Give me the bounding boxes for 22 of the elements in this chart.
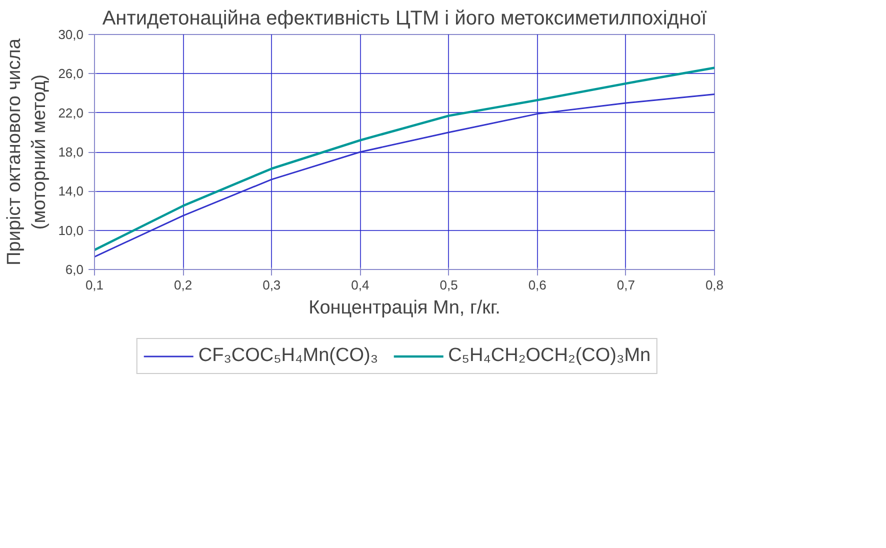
x-tick-label: 0,4 — [351, 278, 370, 292]
y-tick-label: 10,0 — [58, 222, 84, 238]
x-tick-label: 0,8 — [705, 278, 724, 292]
x-tick-label: 0,1 — [85, 278, 104, 292]
y-axis-title: Приріст октанового числа (моторний метод) — [4, 38, 50, 266]
x-axis-title: Концентрація Mn, г/кг. — [308, 298, 500, 318]
y-tick-label: 30,0 — [58, 27, 84, 42]
x-tick-label: 0,6 — [528, 278, 546, 292]
x-tick-label: 0,5 — [440, 278, 458, 292]
chart-title: Антидетонаційна ефективність ЦТМ і його метоксиметилпохідної — [102, 8, 708, 30]
line-series — [94, 93, 714, 258]
x-tick-label: 0,2 — [174, 278, 192, 292]
y-tick-label: 26,0 — [58, 66, 84, 82]
line-series — [94, 66, 714, 252]
y-tick-label: 14,0 — [58, 184, 84, 199]
y-tick-label: 22,0 — [58, 105, 84, 120]
legend-label: C₅H₄CH₂OCH₂(CO)₃Mn — [448, 345, 651, 367]
x-tick-label: 0,3 — [262, 278, 281, 292]
x-tick-label: 0,7 — [616, 278, 635, 292]
y-tick-label: 18,0 — [58, 144, 84, 160]
y-tick-label: 6,0 — [65, 262, 84, 277]
legend-label: CF₃COC₅H₄Mn(CO)₃ — [198, 345, 378, 367]
